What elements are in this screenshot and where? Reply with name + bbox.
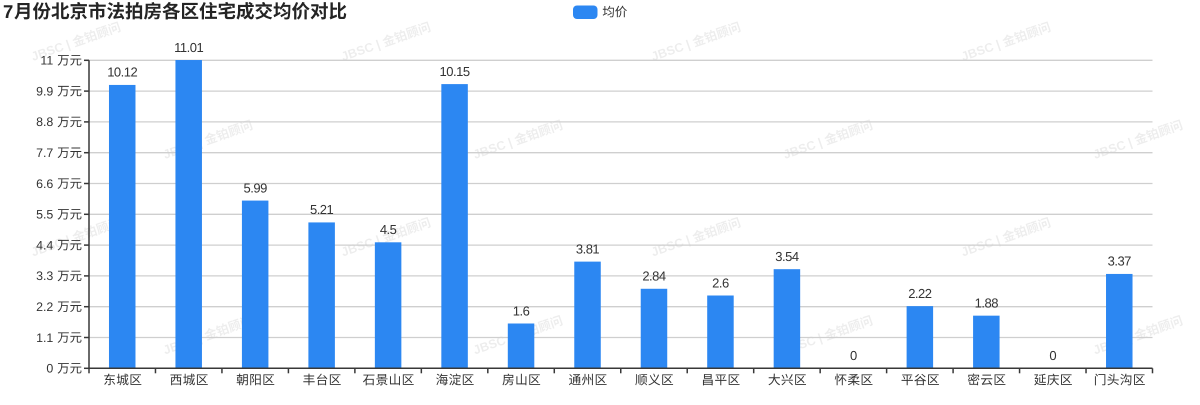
svg-text:6.6: 6.6	[36, 177, 53, 191]
svg-text:5.21: 5.21	[310, 202, 334, 217]
svg-text:5.99: 5.99	[244, 180, 268, 195]
svg-text:11.01: 11.01	[174, 40, 203, 55]
svg-text:2.22: 2.22	[908, 286, 932, 301]
svg-text:1.1: 1.1	[36, 331, 53, 345]
svg-text:4.4: 4.4	[36, 238, 53, 252]
svg-text:7.7: 7.7	[36, 146, 53, 160]
svg-text:3.54: 3.54	[775, 249, 799, 264]
svg-text:10.15: 10.15	[440, 64, 470, 79]
svg-text:1.88: 1.88	[975, 295, 999, 310]
svg-text:10.12: 10.12	[107, 65, 137, 80]
svg-text:7: 7	[3, 1, 13, 22]
svg-text:0: 0	[1049, 348, 1056, 363]
svg-text:5.5: 5.5	[36, 208, 53, 222]
svg-text:2.6: 2.6	[712, 275, 729, 290]
svg-text:1.6: 1.6	[513, 303, 530, 318]
svg-text:3.3: 3.3	[36, 269, 53, 283]
svg-text:3.81: 3.81	[576, 241, 600, 256]
svg-text:2.84: 2.84	[642, 269, 666, 284]
svg-text:0: 0	[850, 348, 857, 363]
svg-text:8.8: 8.8	[36, 115, 53, 129]
svg-text:9.9: 9.9	[36, 84, 53, 98]
svg-text:3.37: 3.37	[1108, 254, 1132, 269]
svg-text:0: 0	[46, 362, 53, 376]
svg-text:2.2: 2.2	[36, 300, 53, 314]
svg-text:4.5: 4.5	[380, 222, 397, 237]
svg-text:11: 11	[40, 54, 53, 68]
